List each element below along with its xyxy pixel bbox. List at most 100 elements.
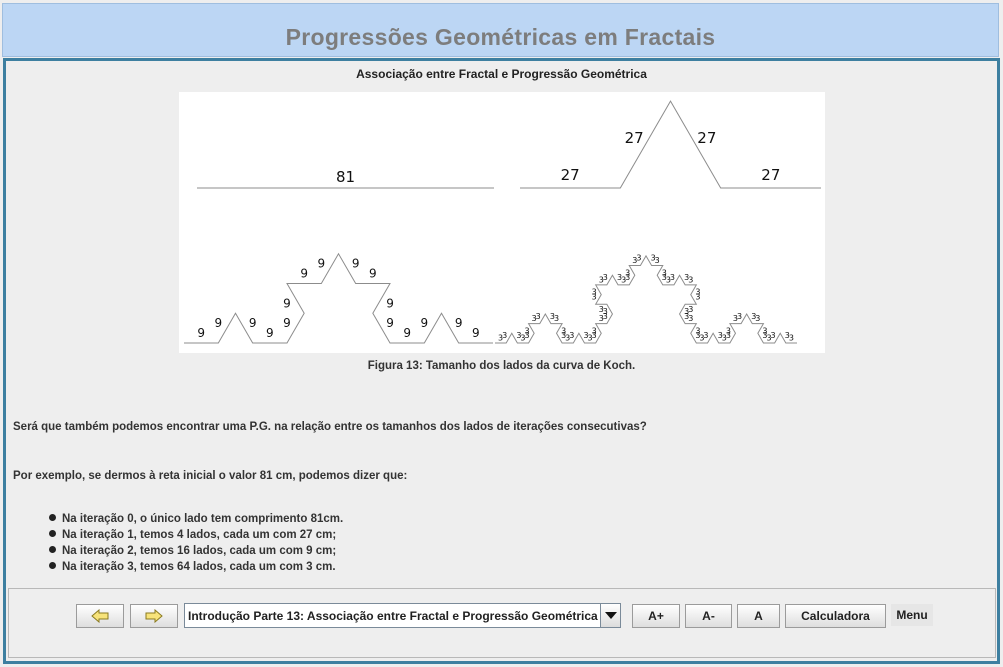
chevron-down-icon (604, 612, 617, 619)
segment-length-label: 3 (695, 326, 700, 335)
segment-length-label: 3 (632, 256, 637, 265)
segment-length-label: 3 (603, 312, 608, 321)
segment-length-label: 9 (455, 316, 463, 330)
segment-length-label: 3 (636, 254, 641, 263)
koch-iteration-0: 81 (197, 168, 494, 189)
chapter-dropdown-button[interactable] (600, 604, 620, 627)
segment-length-label: 3 (762, 326, 767, 335)
segment-length-label: 3 (766, 334, 771, 343)
segment-length-label: 3 (688, 305, 693, 314)
font-reset-button[interactable]: A (737, 604, 780, 628)
list-item: Na iteração 0, o único lado tem comprime… (49, 511, 343, 527)
segment-length-label: 27 (561, 166, 580, 184)
font-increase-button[interactable]: A+ (632, 604, 680, 628)
segment-length-label: 3 (621, 275, 626, 284)
segment-length-label: 3 (603, 307, 608, 316)
calculator-button[interactable]: Calculadora (785, 604, 886, 628)
chapter-select[interactable]: Introdução Parte 13: Associação entre Fr… (184, 603, 621, 628)
segment-length-label: 3 (726, 326, 731, 335)
list-item: Na iteração 2, temos 16 lados, cada um c… (49, 543, 343, 559)
koch-curve-figure: 81 27 27 27 27 9 9 9 9 9 9 9 9 9 9 9 9 9 9 9 9 3 3 3 3 3 3 3 3 3 3 3 3 3 3… (179, 92, 825, 353)
segment-length-label: 3 (684, 307, 689, 316)
list-item-text: Na iteração 1, temos 4 lados, cada um co… (62, 529, 337, 541)
segment-length-label: 3 (789, 334, 794, 343)
segment-length-label: 9 (369, 267, 377, 281)
segment-length-label: 3 (498, 334, 503, 343)
font-decrease-button[interactable]: A- (685, 604, 732, 628)
segment-length-label: 3 (688, 275, 693, 284)
segment-length-label: 3 (520, 334, 525, 343)
segment-length-label: 9 (352, 257, 360, 271)
segment-length-label: 3 (592, 331, 597, 340)
previous-button[interactable] (76, 604, 124, 628)
segment-length-label: 3 (699, 334, 704, 343)
segment-length-label: 3 (703, 331, 708, 340)
segment-length-label: 3 (670, 273, 675, 282)
segment-length-label: 3 (688, 314, 693, 323)
segment-length-label: 3 (695, 292, 700, 301)
segment-length-label: 9 (420, 316, 428, 330)
segment-length-label: 3 (536, 312, 541, 321)
segment-length-label: 3 (625, 273, 630, 282)
koch-curve-path (520, 100, 821, 189)
bullet-icon (49, 514, 56, 521)
segment-length-label: 9 (249, 316, 257, 330)
segment-length-label: 3 (785, 331, 790, 340)
segment-length-label: 3 (561, 331, 566, 340)
segment-length-label: 9 (197, 326, 205, 340)
segment-length-label: 3 (561, 326, 566, 335)
example-paragraph: Por exemplo, se dermos à reta inicial o … (13, 470, 408, 482)
segment-length-label: 27 (761, 166, 780, 184)
segment-length-label: 3 (554, 314, 559, 323)
right-arrow-icon (145, 609, 163, 623)
segment-length-label: 3 (524, 326, 529, 335)
segment-length-label: 3 (695, 331, 700, 340)
segment-length-label: 3 (524, 331, 529, 340)
next-button[interactable] (130, 604, 178, 628)
bullet-icon (49, 562, 56, 569)
segment-length-label: 3 (695, 288, 700, 297)
figure-caption: Figura 13: Tamanho dos lados da curva de… (367, 360, 636, 372)
segment-length-label: 3 (755, 314, 760, 323)
segment-length-label: 3 (733, 314, 738, 323)
koch-iteration-1: 27 27 27 27 (520, 100, 821, 189)
menu-button[interactable]: Menu (891, 604, 933, 626)
segment-length-label: 3 (588, 334, 593, 343)
segment-length-label: 3 (718, 331, 723, 340)
segment-length-label: 3 (662, 268, 667, 277)
section-title: Associação entre Fractal e Progressão Ge… (356, 67, 647, 81)
segment-length-label: 3 (603, 273, 608, 282)
segment-length-label: 3 (751, 312, 756, 321)
segment-length-label: 3 (762, 331, 767, 340)
list-item: Na iteração 1, temos 4 lados, cada um co… (49, 527, 343, 543)
segment-length-label: 3 (771, 331, 776, 340)
segment-length-label: 9 (403, 326, 411, 340)
segment-length-label: 3 (617, 273, 622, 282)
segment-length-label: 3 (592, 292, 597, 301)
segment-length-label: 9 (472, 326, 480, 340)
segment-length-label: 3 (662, 273, 667, 282)
segment-length-label: 3 (599, 275, 604, 284)
list-item-text: Na iteração 3, temos 64 lados, cada um c… (62, 561, 336, 573)
segment-length-label: 9 (283, 316, 291, 330)
segment-length-label: 9 (266, 326, 274, 340)
segment-length-label: 3 (684, 273, 689, 282)
segment-length-label: 9 (386, 316, 394, 330)
segment-length-label: 81 (336, 168, 355, 186)
bullet-icon (49, 546, 56, 553)
segment-length-label: 3 (592, 326, 597, 335)
koch-curve-path (184, 252, 493, 344)
list-item: Na iteração 3, temos 64 lados, cada um c… (49, 559, 343, 575)
segment-length-label: 3 (599, 305, 604, 314)
segment-length-label: 3 (684, 312, 689, 321)
segment-length-label: 27 (625, 129, 644, 147)
segment-length-label: 3 (655, 256, 660, 265)
title-bar: Progressões Geométricas em Fractais (2, 3, 999, 57)
segment-length-label: 9 (317, 257, 325, 271)
segment-length-label: 3 (502, 331, 507, 340)
segment-length-label: 3 (726, 331, 731, 340)
bullet-icon (49, 530, 56, 537)
